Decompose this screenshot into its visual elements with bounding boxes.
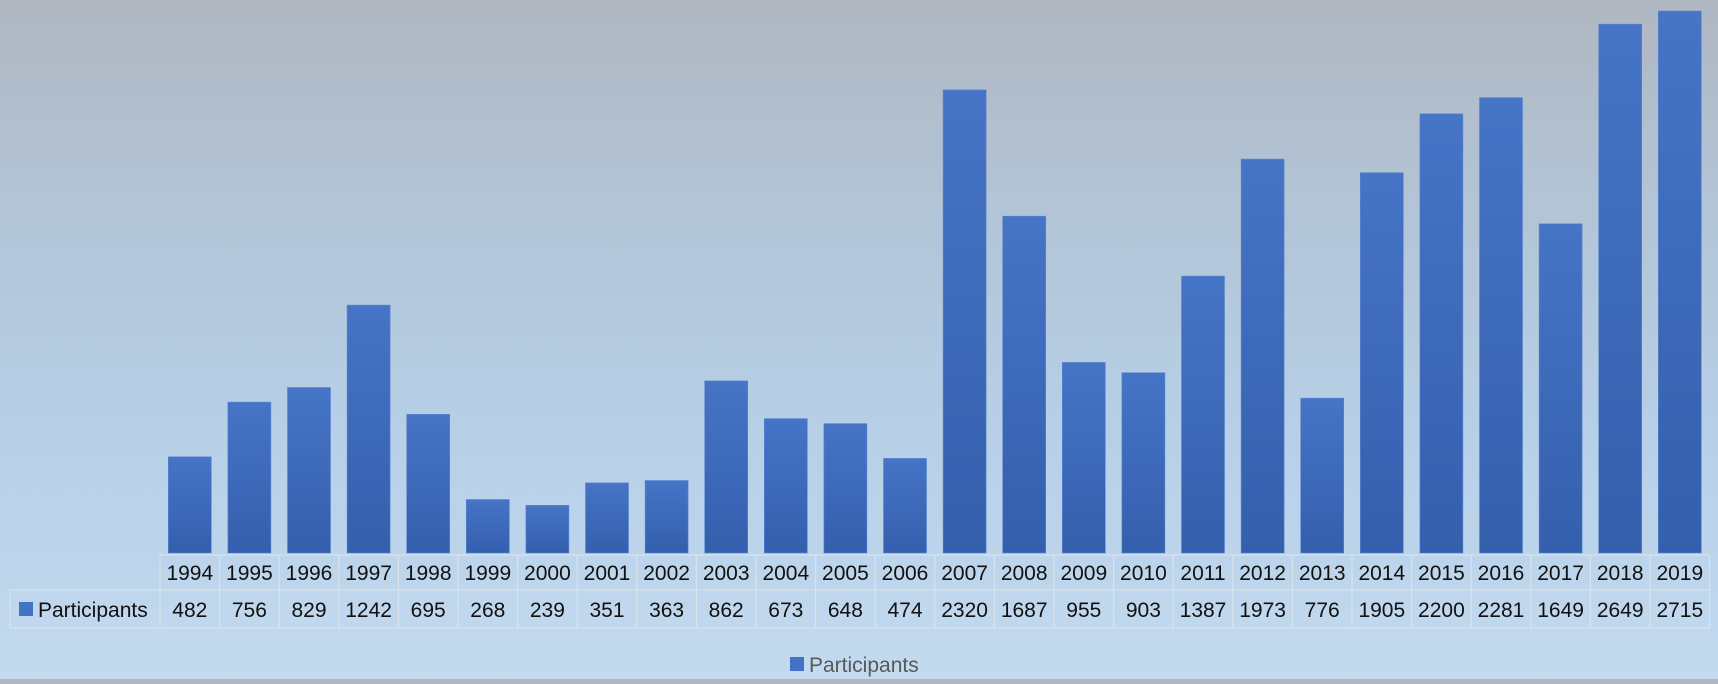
tick-label-2005: 2005 [822,562,869,585]
bar-1995 [227,401,272,554]
tick-label-2016: 2016 [1478,562,1525,585]
tick-label-2008: 2008 [1001,562,1048,585]
bar-2005 [823,423,868,554]
data-label-2018: 2649 [1597,599,1644,622]
bar-2012 [1240,158,1285,554]
data-label-1994: 482 [172,599,207,622]
data-label-2008: 1687 [1001,599,1048,622]
legend-key [790,657,804,671]
tick-label-2015: 2015 [1418,562,1465,585]
bar-2006 [883,458,927,554]
data-label-1997: 1242 [345,599,392,622]
tick-label-2019: 2019 [1656,562,1703,585]
tick-label-2017: 2017 [1537,562,1584,585]
bar-2015 [1419,113,1464,554]
tick-label-1996: 1996 [286,562,333,585]
bar-2001 [585,482,629,554]
data-label-1995: 756 [232,599,267,622]
bar-2013 [1300,397,1344,554]
bar-2000 [525,504,570,554]
data-label-2005: 648 [828,599,863,622]
bar-2010 [1121,372,1166,554]
data-label-1999: 268 [470,599,505,622]
bar-2011 [1181,275,1225,554]
data-table: 1994 482 1995 756 1996 829 1997 1242 1998 695 1999… [9,554,1711,629]
data-label-2006: 474 [887,599,922,622]
bar-2003 [704,380,749,554]
data-label-1996: 829 [291,599,326,622]
tick-label-2004: 2004 [762,562,809,585]
data-label-2001: 351 [589,599,624,622]
bar-2016 [1479,97,1523,554]
legend: Participants [790,654,919,677]
bar-2018 [1598,23,1642,554]
tick-label-1997: 1997 [345,562,392,585]
bar-2017 [1538,223,1583,554]
tick-label-2018: 2018 [1597,562,1644,585]
data-label-2015: 2200 [1418,599,1465,622]
tick-label-1995: 1995 [226,562,273,585]
tick-label-2009: 2009 [1060,562,1107,585]
data-label-2011: 1387 [1180,599,1227,622]
tick-label-1994: 1994 [166,562,213,585]
bar-2014 [1360,172,1404,554]
tick-label-2014: 2014 [1358,562,1405,585]
bar-1994 [168,456,212,554]
bars-group [168,10,1702,554]
bar-1998 [406,413,451,554]
data-label-2017: 1649 [1537,599,1584,622]
data-label-2009: 955 [1066,599,1101,622]
data-label-2003: 862 [709,599,744,622]
data-label-2004: 673 [768,599,803,622]
data-label-1998: 695 [411,599,446,622]
bar-1996 [287,387,331,554]
legend-label: Participants [809,654,919,677]
data-label-2002: 363 [649,599,684,622]
data-label-2014: 1905 [1358,599,1405,622]
tick-label-2013: 2013 [1299,562,1346,585]
tick-label-2011: 2011 [1180,562,1225,585]
bar-2007 [942,89,987,554]
tick-label-2006: 2006 [882,562,929,585]
bar-1997 [346,304,391,554]
data-label-2010: 903 [1126,599,1161,622]
bar-2009 [1062,362,1106,554]
bar-2019 [1658,10,1702,554]
bar-2004 [763,418,808,554]
tick-label-1999: 1999 [464,562,511,585]
bar-1999 [465,499,510,554]
table-series-key [19,602,33,616]
table-series-name: Participants [38,599,148,622]
tick-label-2002: 2002 [643,562,690,585]
tick-label-2012: 2012 [1239,562,1286,585]
tick-label-2007: 2007 [941,562,988,585]
tick-label-2001: 2001 [584,562,631,585]
data-label-2019: 2715 [1656,599,1703,622]
data-label-2007: 2320 [941,599,988,622]
tick-label-2000: 2000 [524,562,571,585]
data-label-2016: 2281 [1478,599,1525,622]
tick-label-2010: 2010 [1120,562,1167,585]
data-label-2012: 1973 [1239,599,1286,622]
data-label-2000: 239 [530,599,565,622]
data-label-2013: 776 [1305,599,1340,622]
tick-label-2003: 2003 [703,562,750,585]
bar-2008 [1002,215,1047,554]
bar-2002 [644,480,689,554]
tick-label-1998: 1998 [405,562,452,585]
